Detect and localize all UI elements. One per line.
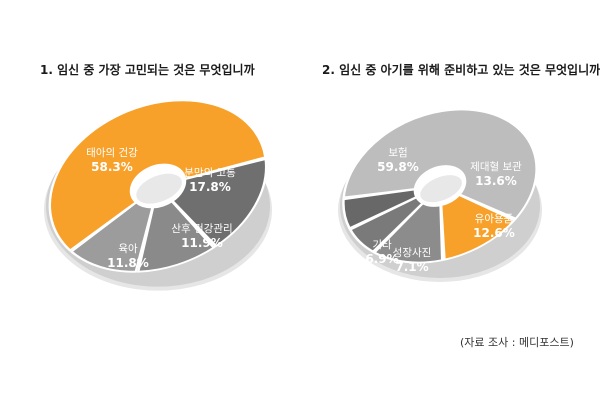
pie-slice [342, 108, 538, 220]
donut-hole-inner [420, 175, 462, 203]
slice-value-label: 58.3% [91, 160, 133, 174]
slice-value-label: 13.6% [475, 174, 517, 188]
donut-hole-inner [136, 173, 182, 204]
slice-label: 제대혈 보관 [470, 160, 522, 173]
chart-1-title: 1. 임신 중 가장 고민되는 것은 무엇입니까 [40, 62, 255, 77]
slice-label: 유아용품 [475, 213, 514, 225]
slice-label: 분만의 고통 [184, 167, 236, 179]
pie-slice [439, 193, 516, 261]
chart-2-title: 2. 임신 중 아기를 위해 준비하고 있는 것은 무엇입니까 [322, 62, 600, 77]
slice-value-label: 7.1% [395, 260, 428, 274]
slice-value-label: 17.8% [189, 180, 231, 194]
slice-label: 보험 [388, 147, 407, 159]
pie-slice [342, 188, 419, 230]
pie-slice [170, 157, 268, 248]
slice-value-label: 11.9% [181, 236, 223, 250]
pie-slice [48, 99, 267, 252]
pie-slice [372, 201, 444, 264]
slice-label: 산후 건강관리 [171, 223, 232, 235]
slice-label: 육아 [118, 243, 138, 255]
slice-value-label: 11.8% [107, 256, 149, 270]
slice-label: 성장사진 [393, 247, 432, 259]
pie-slice [348, 196, 425, 253]
pie-slice [136, 200, 216, 273]
slice-value-label: 59.8% [377, 160, 419, 174]
source-note: (자료 조사 : 메디포스트) [460, 336, 574, 349]
pie-slice [69, 201, 154, 273]
slice-value-label: 6.9% [365, 252, 398, 266]
slice-value-label: 12.6% [473, 226, 515, 240]
slice-label: 기타 [372, 239, 392, 251]
slice-label: 태아의 건강 [86, 147, 138, 159]
